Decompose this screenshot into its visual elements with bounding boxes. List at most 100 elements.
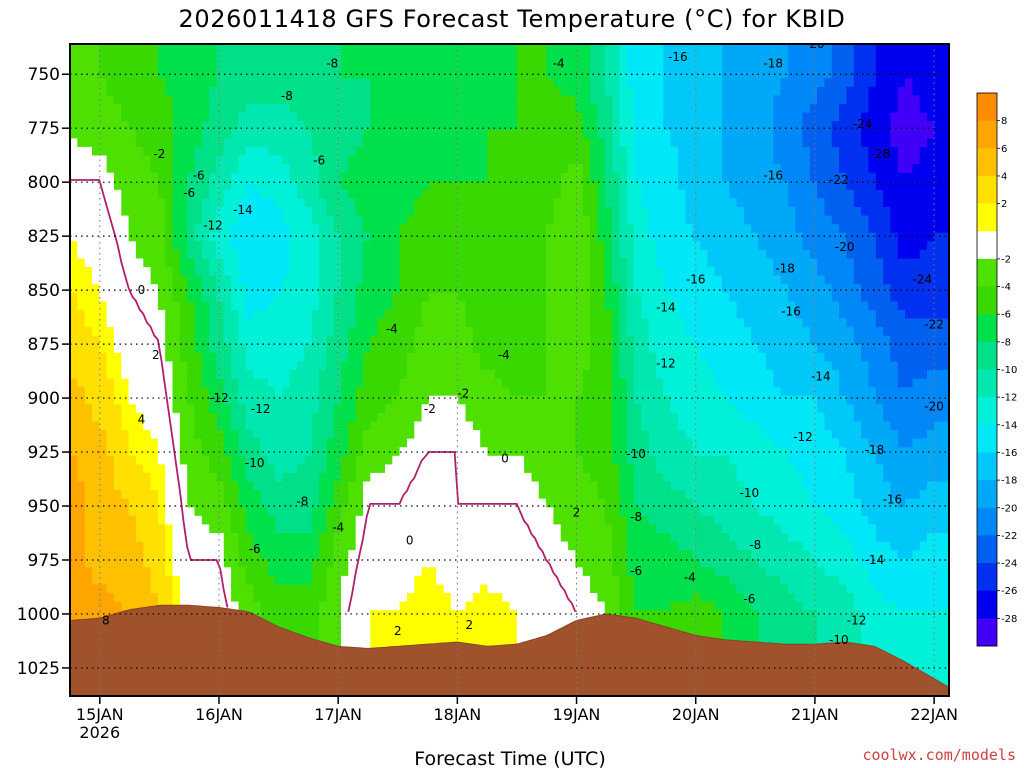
temp-cell [92,172,100,182]
temp-cell [311,309,320,320]
temp-cell [516,515,525,525]
temp-cell [319,421,327,431]
temp-cell [121,438,130,448]
temp-cell [70,189,78,199]
temp-cell [267,550,276,560]
temp-cell [509,627,518,637]
temp-cell [275,112,283,122]
temp-cell [135,318,144,328]
temp-cell [319,181,327,191]
temp-cell [113,112,122,122]
temp-cell [392,155,401,165]
temp-cell [113,215,122,225]
temp-cell [421,541,430,551]
temp-cell [194,129,203,139]
temp-cell [348,172,357,182]
temp-cell [194,215,203,225]
temp-cell [209,421,218,431]
temp-cell [297,498,305,508]
temp-cell [106,232,115,242]
temp-cell [392,181,401,191]
temp-cell [472,464,481,474]
temp-cell [150,155,159,165]
temp-cell [260,318,269,328]
temp-cell [275,593,283,603]
temp-cell [487,267,496,277]
temp-cell [150,44,159,54]
temp-cell [494,627,503,637]
temp-cell [450,352,459,362]
temp-cell [355,129,364,139]
temp-cell [377,584,386,594]
temp-cell [407,292,415,302]
temp-cell [458,593,467,603]
temp-cell [304,507,313,517]
temp-cell [275,515,283,525]
temp-cell [245,481,254,491]
temp-cell [157,335,166,345]
temp-cell [304,292,313,302]
temp-cell [135,207,144,217]
temp-cell [450,86,459,97]
temp-cell [421,52,430,62]
temp-cell [253,104,261,114]
temp-cell [487,344,496,354]
temp-cell [443,430,452,440]
temp-cell [260,44,269,54]
temp-cell [524,172,532,182]
temp-cell [392,241,401,251]
temp-cell [275,618,283,628]
temp-cell [363,301,371,311]
temp-cell [143,44,152,54]
temp-cell [377,601,386,611]
temp-cell [231,129,239,139]
temp-cell [326,370,335,380]
temp-cell [267,198,276,208]
temp-cell [487,404,496,414]
temp-cell [341,635,349,646]
temp-cell [502,52,511,62]
temp-cell [179,267,188,277]
temp-cell [128,361,137,371]
temp-cell [370,421,379,431]
temp-cell [304,309,313,320]
temp-cell [231,533,239,543]
temp-cell [157,472,166,483]
temp-cell [326,327,335,337]
temp-cell [348,627,357,637]
temp-cell [311,533,320,543]
temp-cell [421,438,430,448]
temp-cell [128,490,137,500]
temp-cell [370,309,379,320]
temp-cell [502,292,511,302]
temp-cell [363,138,371,148]
temp-cell [494,395,503,405]
temp-cell [355,86,364,97]
temp-cell [465,69,474,79]
temp-cell [421,129,430,139]
temp-cell [113,86,122,97]
temp-cell [326,610,335,620]
temp-cell [465,515,474,525]
temp-cell [377,207,386,217]
temp-cell [333,61,342,71]
temp-cell [179,327,188,337]
temp-cell [385,421,393,431]
temp-cell [421,601,430,611]
temp-cell [121,146,130,157]
temp-cell [377,146,386,157]
temp-cell [487,370,496,380]
temp-cell [407,224,415,234]
temp-cell [128,198,137,208]
temp-cell [77,258,86,268]
temp-cell [531,412,540,423]
temp-cell [121,404,130,414]
temp-cell [370,618,379,628]
temp-cell [223,404,232,414]
temp-cell [113,189,122,199]
temp-cell [157,309,166,320]
temp-cell [99,284,108,294]
temp-cell [113,472,122,483]
temp-cell [275,438,283,448]
temp-cell [311,541,320,551]
